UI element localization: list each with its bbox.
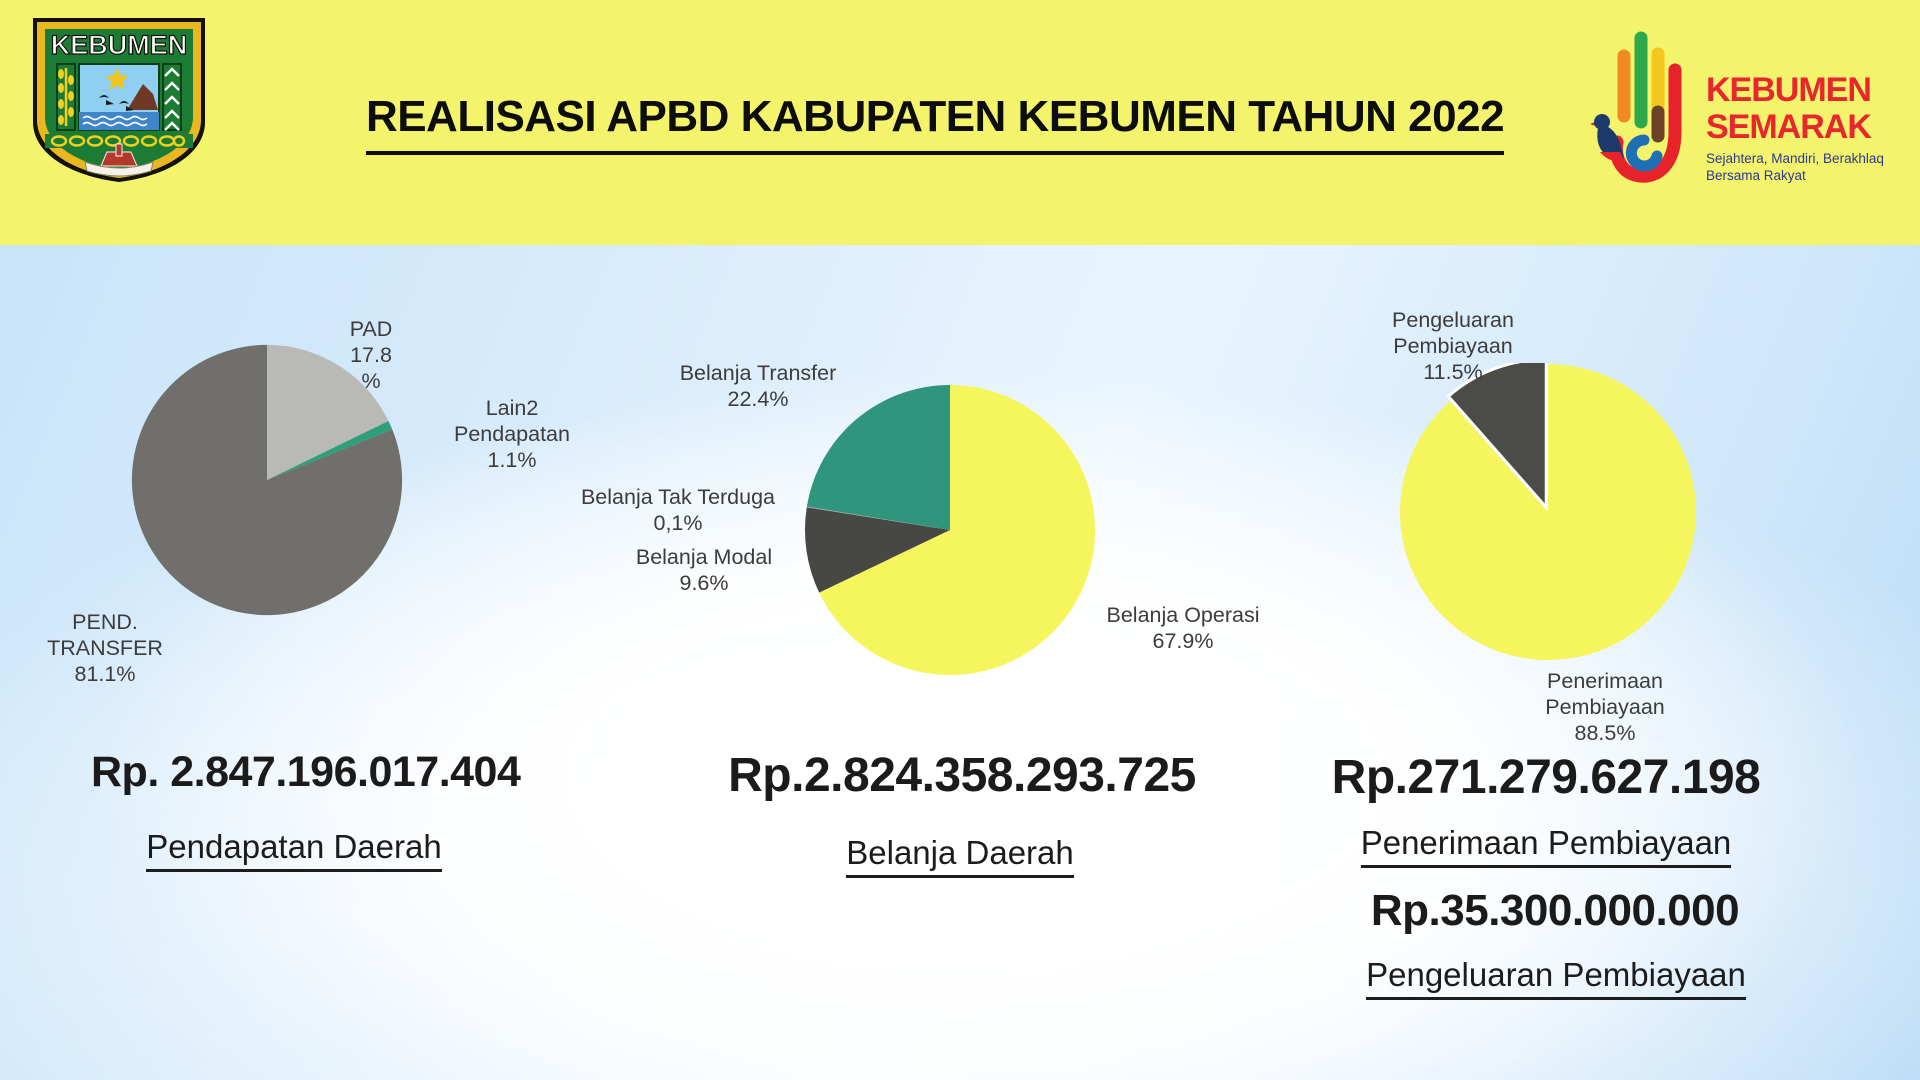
shield-swallow-2 [119, 101, 134, 111]
pie2-label-belanja-tak-terduga: Belanja Tak Terduga 0,1% [580, 485, 776, 535]
pie2-label-belanja-operasi: Belanja Operasi 67.9% [1106, 603, 1260, 653]
caption-wrap-belanja: Belanja Daerah [760, 834, 1160, 878]
caption-wrap-penerimaan: Penerimaan Pembiayaan [1346, 824, 1746, 868]
pie-slice-lain2-pendapatan [267, 420, 393, 480]
caption-wrap-pendapatan: Pendapatan Daerah [94, 828, 494, 872]
caption-penerimaan-pembiayaan: Penerimaan Pembiayaan [1360, 824, 1732, 868]
amount-pengeluaran-pembiayaan: Rp.35.300.000.000 [1370, 886, 1740, 935]
pie-slice-pend-transfer [131, 344, 403, 616]
bird [1590, 114, 1624, 161]
brand-tagline-line-1: Sejahtera, Mandiri, Berakhlaq [1706, 151, 1884, 166]
shield-mountain [127, 84, 158, 110]
shield-swallow-1 [99, 95, 114, 105]
bird-body [1597, 124, 1624, 159]
pie-chart-pembiayaan [1399, 363, 1697, 661]
pie3-label-penerimaan-pembiayaan: Penerimaan Pembiayaan 88.5% [1545, 669, 1665, 745]
amount-belanja-daerah: Rp.2.824.358.293.725 [728, 749, 1196, 802]
pie3-label-pengeluaran-pembiayaan: Pengeluaran Pembiayaan 11.5% [1392, 308, 1514, 384]
chain-links [50, 135, 186, 147]
motto-scroll [84, 161, 154, 177]
pie1-label-pad: PAD 17.8 % [349, 317, 393, 393]
bird-tail [1600, 152, 1624, 161]
amount-penerimaan-pembiayaan: Rp.271.279.627.198 [1331, 751, 1761, 804]
caption-pendapatan-daerah: Pendapatan Daerah [146, 828, 442, 872]
pie1-label-pend-transfer: PEND. TRANSFER 81.1% [47, 610, 163, 686]
pie2-label-belanja-modal: Belanja Modal 9.6% [635, 545, 773, 595]
amount-pendapatan-daerah: Rp. 2.847.196.017.404 [91, 748, 521, 796]
pie-slice-belanja-transfer [806, 384, 950, 530]
pie-slice-belanja-tak-terduga [806, 506, 950, 530]
brand-line-2: SEMARAK [1706, 108, 1872, 146]
brand-line-1: KEBUMEN [1706, 71, 1872, 109]
shield-star [105, 68, 129, 90]
pie-slice-pad [267, 344, 389, 480]
pie-slice-belanja-modal [804, 507, 950, 593]
shield-sea [79, 112, 159, 130]
kebumen-coat-of-arms-logo: KEBUMEN [33, 18, 205, 182]
brick-monument [100, 151, 138, 167]
pie-chart-belanja-daerah [804, 384, 1096, 676]
header-band: REALISASI APBD KABUPATEN KEBUMEN TAHUN 2… [0, 0, 1920, 245]
pie1-label-lain2-pendapatan: Lain2 Pendapatan 1.1% [454, 396, 570, 472]
brick-pillar [115, 143, 123, 157]
rice-grains [58, 69, 74, 125]
pie2-label-belanja-transfer: Belanja Transfer 22.4% [679, 361, 837, 411]
page-title-wrap: REALISASI APBD KABUPATEN KEBUMEN TAHUN 2… [330, 92, 1540, 155]
caption-pengeluaran-pembiayaan: Pengeluaran Pembiayaan [1366, 956, 1746, 1000]
shield-waves [82, 115, 148, 127]
pie-slice-belanja-operasi [819, 384, 1096, 676]
kebumen-semarak-hand-logo [1590, 31, 1682, 183]
brand-tagline-line-2: Bersama Rakyat [1706, 167, 1806, 183]
page-title: REALISASI APBD KABUPATEN KEBUMEN TAHUN 2… [365, 92, 1505, 155]
shield-name-text: KEBUMEN [51, 30, 188, 60]
pie-slice-pengeluaran-pembiayaan [1446, 363, 1548, 512]
pie-slice-penerimaan-pembiayaan [1399, 363, 1697, 661]
brand-tagline: Sejahtera, Mandiri, Berakhlaq Bersama Ra… [1706, 151, 1916, 184]
cemara-chevrons [164, 67, 180, 131]
brand-text-block: KEBUMEN SEMARAK Sejahtera, Mandiri, Bera… [1706, 72, 1916, 184]
caption-belanja-daerah: Belanja Daerah [846, 834, 1074, 878]
caption-wrap-pengeluaran: Pengeluaran Pembiayaan [1356, 956, 1756, 1000]
hand-fingers [1609, 31, 1682, 183]
pie-chart-pendapatan-daerah [131, 344, 403, 616]
